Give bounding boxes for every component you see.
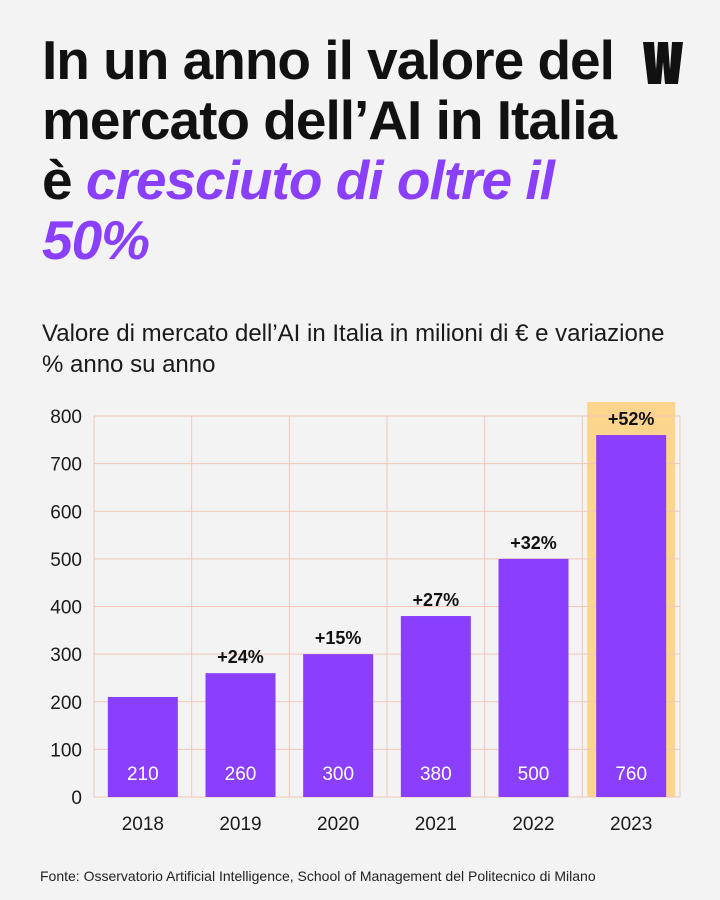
y-tick-label: 600: [50, 502, 82, 523]
change-label: +15%: [315, 628, 362, 648]
bar-value-label: 500: [518, 764, 550, 785]
bar: [596, 435, 667, 797]
y-tick-label: 100: [50, 740, 82, 761]
headline-text: In un anno il valore del mercato dell’AI…: [42, 29, 617, 211]
x-tick-label: 2022: [512, 814, 554, 835]
bar-value-label: 300: [322, 764, 354, 785]
bar: [205, 673, 276, 797]
x-tick-label: 2018: [122, 814, 164, 835]
y-tick-label: 500: [50, 550, 82, 571]
y-tick-label: 0: [71, 788, 82, 809]
bar: [498, 558, 569, 797]
headline-highlight: cresciuto di oltre il 50%: [42, 149, 555, 271]
bar-chart: 0 100 200 300 400 500 600 700 800 210 2018 260 +24% 2…: [50, 402, 681, 835]
bar: [303, 654, 374, 797]
change-label: +27%: [413, 590, 460, 610]
x-tick-label: 2023: [610, 814, 652, 835]
y-tick-label: 700: [50, 455, 82, 476]
bar-value-label: 760: [615, 764, 647, 785]
bar-value-label: 260: [225, 764, 257, 785]
change-label: +24%: [217, 647, 264, 667]
brand-logo-icon: [643, 42, 683, 84]
change-label: +52%: [608, 409, 655, 429]
x-tick-label: 2021: [415, 814, 457, 835]
x-tick-label: 2019: [219, 814, 261, 835]
bar: [107, 696, 178, 797]
y-tick-label: 300: [50, 645, 82, 666]
bar: [400, 616, 471, 797]
change-label: +32%: [510, 533, 557, 553]
y-tick-label: 200: [50, 693, 82, 714]
x-tick-label: 2020: [317, 814, 359, 835]
chart-subtitle: Valore di mercato dell’AI in Italia in m…: [42, 320, 665, 378]
bar-value-label: 210: [127, 764, 159, 785]
headline: In un anno il valore del mercato dell’AI…: [42, 30, 642, 270]
bar-value-label: 380: [420, 764, 452, 785]
y-tick-label: 800: [50, 407, 82, 428]
y-tick-label: 400: [50, 598, 82, 619]
source-note: Fonte: Osservatorio Artificial Intellige…: [40, 868, 596, 884]
